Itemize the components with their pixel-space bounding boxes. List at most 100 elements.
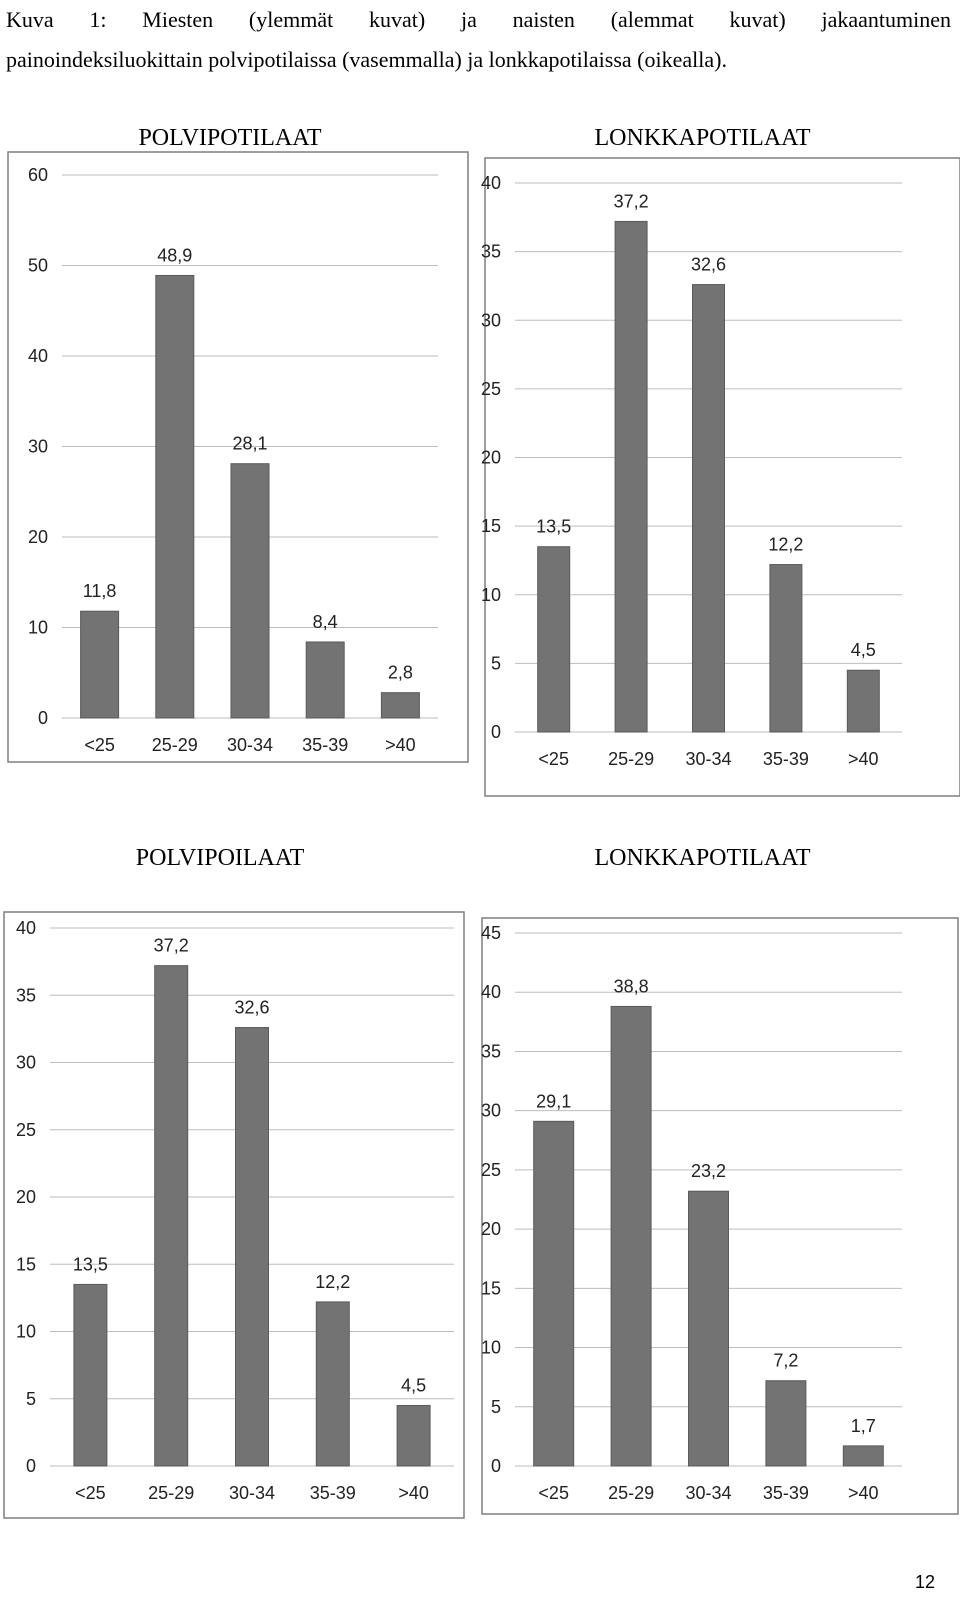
x-tick-label-men-knee-3: 35-39 [302,735,348,755]
x-tick-label-men-knee-0: <25 [84,735,115,755]
y-tick-label-men-knee-3: 30 [28,437,48,457]
y-tick-label-men-hip-3: 15 [481,516,501,536]
bar-men-knee-0 [80,610,120,719]
data-label-women-hip-2: 23,2 [691,1161,726,1181]
bar-women-knee-4 [396,1404,431,1467]
y-tick-label-men-hip-6: 30 [481,310,501,330]
data-label-men-hip-3: 12,2 [768,535,803,555]
caption-line-1: Kuva 1: Miesten (ylemmät kuvat) ja naist… [6,7,951,32]
y-tick-label-women-hip-4: 20 [481,1219,501,1239]
y-tick-label-women-knee-1: 5 [26,1389,36,1409]
y-tick-label-women-knee-4: 20 [16,1187,36,1207]
x-tick-label-women-hip-0: <25 [538,1483,569,1503]
y-tick-label-women-hip-3: 15 [481,1278,501,1298]
chart-title-women-knee: POLVIPOILAAT [135,845,305,871]
y-tick-label-men-hip-4: 20 [481,448,501,468]
bar-men-hip-0 [537,546,571,733]
y-tick-label-men-hip-2: 10 [481,585,501,605]
page-number: 12 [914,1572,935,1592]
bar-men-hip-3 [769,564,803,733]
y-tick-label-women-knee-5: 25 [16,1120,36,1140]
y-tick-label-women-hip-8: 40 [481,982,501,1002]
bar-men-hip-1 [614,220,648,733]
bar-women-hip-2 [688,1190,729,1467]
data-label-men-knee-2: 28,1 [232,434,267,454]
y-tick-label-men-hip-7: 35 [481,242,501,262]
y-tick-label-women-hip-0: 0 [491,1456,501,1476]
bar-men-knee-3 [305,641,345,719]
chart-title-women-hip: LONKKAPOTILAAT [594,845,811,871]
bar-women-knee-1 [154,965,189,1467]
y-tick-label-women-knee-6: 30 [16,1053,36,1073]
x-tick-label-men-knee-2: 30-34 [227,735,273,755]
chart-title-men-hip: LONKKAPOTILAAT [594,125,811,151]
data-label-women-hip-4: 1,7 [851,1416,876,1436]
bar-women-knee-0 [73,1283,108,1467]
y-tick-label-women-knee-7: 35 [16,985,36,1005]
chart-title-men-knee: POLVIPOTILAAT [138,125,322,151]
bar-men-hip-2 [692,284,725,733]
bar-women-hip-4 [842,1445,884,1467]
y-tick-label-women-knee-0: 0 [26,1456,36,1476]
bar-women-knee-3 [315,1301,350,1467]
bar-women-hip-3 [765,1380,807,1467]
x-tick-label-women-knee-1: 25-29 [148,1483,194,1503]
x-tick-label-men-hip-0: <25 [538,749,569,769]
bar-men-hip-4 [846,669,880,733]
data-label-men-knee-1: 48,9 [157,245,192,265]
y-tick-label-men-hip-0: 0 [491,722,501,742]
y-tick-label-men-knee-6: 60 [28,165,48,185]
bar-women-hip-1 [610,1005,652,1467]
data-label-women-knee-3: 12,2 [315,1272,350,1292]
y-tick-label-men-hip-5: 25 [481,379,501,399]
data-label-men-knee-0: 11,8 [83,581,117,601]
y-tick-label-women-knee-8: 40 [16,918,36,938]
x-tick-label-men-hip-4: >40 [848,749,879,769]
y-tick-label-men-knee-5: 50 [28,256,48,276]
data-label-men-knee-3: 8,4 [313,612,338,632]
bar-women-hip-0 [533,1120,575,1467]
y-tick-label-men-knee-4: 40 [28,346,48,366]
data-label-men-knee-4: 2,8 [388,663,413,683]
y-tick-label-men-knee-2: 20 [28,527,48,547]
x-tick-label-women-hip-3: 35-39 [763,1483,809,1503]
y-tick-label-men-hip-8: 40 [481,173,501,193]
x-tick-label-women-knee-2: 30-34 [229,1483,275,1503]
data-label-women-knee-2: 32,6 [234,998,269,1018]
data-label-men-hip-1: 37,2 [614,191,649,211]
y-tick-label-women-knee-2: 10 [16,1322,36,1342]
x-tick-label-women-hip-2: 30-34 [685,1483,731,1503]
bar-men-knee-1 [155,274,195,719]
y-tick-label-women-hip-5: 25 [481,1160,501,1180]
y-tick-label-women-hip-7: 35 [481,1041,501,1061]
x-tick-label-women-hip-4: >40 [848,1483,879,1503]
y-tick-label-women-knee-3: 15 [16,1254,36,1274]
data-label-women-knee-1: 37,2 [154,936,189,956]
caption-line-2: painoindeksiluokittain polvipotilaissa (… [6,47,727,72]
data-label-women-hip-1: 38,8 [614,976,649,996]
y-tick-label-women-hip-1: 5 [491,1397,501,1417]
figure-caption: Kuva 1: Miesten (ylemmät kuvat) ja naist… [6,0,951,80]
y-tick-label-women-hip-6: 30 [481,1101,501,1121]
data-label-women-knee-4: 4,5 [401,1375,426,1395]
data-label-women-hip-0: 29,1 [536,1091,571,1111]
y-tick-label-men-knee-1: 10 [28,618,48,638]
x-tick-label-women-knee-4: >40 [398,1483,429,1503]
x-tick-label-men-knee-4: >40 [385,735,416,755]
y-tick-label-men-hip-1: 5 [491,653,501,673]
x-tick-label-men-knee-1: 25-29 [152,735,198,755]
y-tick-label-women-hip-9: 45 [481,923,501,943]
y-tick-label-women-hip-2: 10 [481,1338,501,1358]
x-tick-label-men-hip-1: 25-29 [608,749,654,769]
x-tick-label-men-hip-3: 35-39 [763,749,809,769]
x-tick-label-women-knee-0: <25 [75,1483,106,1503]
bar-men-knee-2 [230,463,270,719]
data-label-men-hip-4: 4,5 [851,640,876,660]
bar-women-knee-2 [235,1027,269,1467]
data-label-women-knee-0: 13,5 [73,1254,108,1274]
data-label-men-hip-0: 13,5 [536,517,571,537]
data-label-women-hip-3: 7,2 [773,1351,798,1371]
x-tick-label-women-knee-3: 35-39 [310,1483,356,1503]
x-tick-label-men-hip-2: 30-34 [685,749,731,769]
